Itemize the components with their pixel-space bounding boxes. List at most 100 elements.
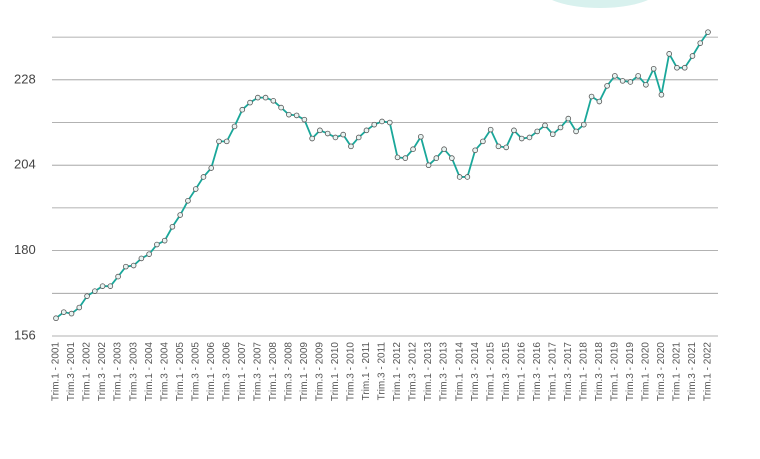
point: [386, 119, 393, 126]
point: [231, 123, 238, 130]
x-tick-label: Trim.3 - 2014: [470, 342, 481, 402]
point: [84, 293, 90, 299]
x-tick-label: Trim.1 - 2013: [423, 342, 434, 402]
x-tick-label: Trim.1 - 2020: [641, 342, 652, 402]
point: [534, 128, 541, 135]
point: [627, 79, 634, 85]
point: [107, 283, 114, 289]
x-tick-label: Trim.1 - 2014: [454, 342, 465, 402]
point: [697, 40, 704, 46]
y-tick-label: 228: [14, 71, 36, 86]
x-tick-label: Trim.3 - 2006: [221, 342, 232, 402]
point: [526, 134, 533, 141]
point: [612, 73, 618, 79]
point: [643, 81, 649, 88]
x-tick-label: Trim.3 - 2019: [625, 342, 636, 402]
point: [464, 174, 471, 180]
y-tick-label: 180: [14, 242, 36, 257]
x-tick-label: Trim.1 - 2019: [609, 342, 620, 402]
x-tick-label: Trim.1 - 2006: [206, 342, 217, 402]
point: [76, 304, 83, 311]
point: [433, 155, 440, 161]
point: [317, 127, 323, 134]
point: [286, 111, 292, 118]
point: [425, 162, 432, 169]
point: [588, 93, 595, 100]
point: [332, 134, 339, 141]
x-tick-label: Trim.1 - 2022: [703, 342, 714, 402]
x-tick-label: Trim.3 - 2021: [687, 342, 698, 402]
point: [511, 127, 517, 134]
point: [161, 237, 168, 244]
point: [324, 130, 331, 137]
y-tick-label: 204: [14, 157, 36, 172]
point: [185, 197, 191, 204]
point: [503, 144, 509, 151]
point: [410, 146, 416, 152]
point: [115, 273, 121, 280]
x-tick-label: Trim.1 - 2005: [175, 342, 186, 402]
point: [60, 309, 67, 315]
x-tick-label: Trim.1 - 2017: [547, 342, 558, 402]
x-tick-label: Trim.1 - 2015: [485, 342, 496, 402]
point: [495, 143, 502, 150]
point: [363, 127, 370, 134]
x-tick-label: Trim.3 - 2007: [252, 342, 263, 402]
point: [557, 124, 564, 131]
point: [472, 147, 478, 154]
point: [456, 174, 463, 180]
point: [596, 98, 603, 105]
point: [92, 288, 98, 294]
point: [674, 64, 680, 71]
point: [223, 138, 230, 145]
x-tick-label: Trim.1 - 2012: [392, 342, 403, 402]
x-tick-label: Trim.3 - 2001: [66, 342, 77, 402]
point: [177, 212, 183, 218]
x-tick-label: Trim.3 - 2016: [532, 342, 543, 402]
x-tick-label: Trim.3 - 2011: [377, 342, 388, 401]
x-tick-label: Trim.3 - 2005: [190, 342, 201, 402]
point: [138, 255, 145, 262]
point: [604, 83, 610, 89]
point: [449, 155, 455, 161]
x-tick-label: Trim.1 - 2002: [82, 342, 93, 402]
point: [154, 241, 160, 248]
x-tick-label: Trim.3 - 2020: [656, 342, 667, 402]
point: [418, 133, 424, 140]
point: [650, 65, 657, 72]
point: [705, 29, 711, 35]
point: [666, 51, 672, 57]
x-tick-label: Trim.3 - 2002: [97, 342, 108, 402]
point: [355, 134, 362, 141]
point: [247, 99, 253, 106]
point: [581, 121, 587, 128]
point: [200, 174, 207, 180]
y-tick-label: 156: [14, 327, 36, 342]
point: [348, 143, 354, 150]
point: [658, 91, 665, 98]
x-tick-label: Trim.1 - 2004: [144, 342, 155, 402]
point: [53, 315, 59, 322]
x-tick-label: Trim.1 - 2001: [51, 342, 62, 402]
x-tick-label: Trim.1 - 2018: [578, 342, 589, 402]
point: [402, 155, 409, 161]
point: [518, 135, 525, 142]
point: [340, 131, 346, 138]
point: [379, 118, 385, 125]
point: [146, 251, 152, 257]
point: [278, 104, 284, 111]
point: [619, 78, 626, 84]
point: [216, 138, 222, 145]
point: [394, 154, 401, 161]
point: [239, 106, 246, 113]
point: [270, 98, 277, 104]
x-tick-label: Trim.1 - 2011: [361, 342, 372, 401]
point: [208, 165, 215, 171]
point: [293, 112, 300, 119]
x-tick-label: Trim.1 - 2016: [516, 342, 527, 402]
point: [255, 94, 261, 101]
x-tick-label: Trim.1 - 2009: [299, 342, 310, 402]
x-tick-label: Trim.3 - 2004: [159, 342, 170, 402]
point: [309, 135, 315, 142]
point: [301, 116, 308, 123]
